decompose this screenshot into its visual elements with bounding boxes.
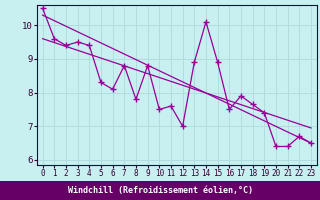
Text: Windchill (Refroidissement éolien,°C): Windchill (Refroidissement éolien,°C) (68, 186, 252, 195)
